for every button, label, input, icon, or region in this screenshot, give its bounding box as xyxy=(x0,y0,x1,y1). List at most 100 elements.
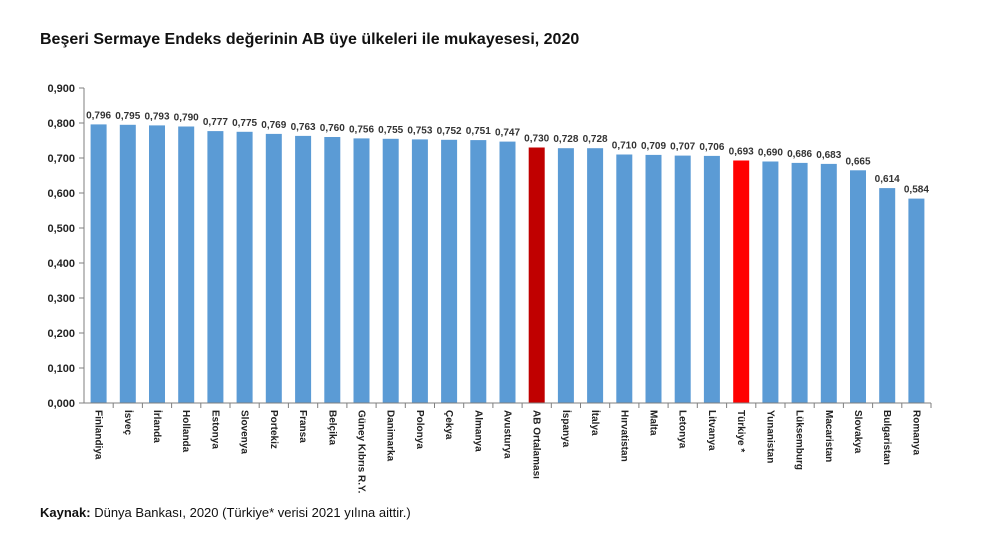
value-label: 0,793 xyxy=(144,111,169,122)
x-tick-label: Hırvatistan xyxy=(618,410,629,462)
value-label: 0,775 xyxy=(232,118,257,129)
source-note: Kaynak: Dünya Bankası, 2020 (Türkiye* ve… xyxy=(40,505,411,520)
x-tick-label: AB Ortalaması xyxy=(531,410,542,479)
bar xyxy=(178,126,195,403)
x-tick-label: Hollanda xyxy=(180,410,191,453)
y-axis: 0,000 0,100 0,200 0,300 0,400 0,500 0,600 0,700… xyxy=(47,83,85,410)
bar xyxy=(762,161,779,403)
y-tick-label: 0,700 xyxy=(47,153,75,165)
bar xyxy=(733,160,750,403)
value-label: 0,686 xyxy=(787,149,812,160)
value-label: 0,747 xyxy=(495,128,520,139)
x-tick-label: Malta xyxy=(648,410,659,436)
y-tick-label: 0,400 xyxy=(47,258,75,270)
x-tick-label: Lüksemburg xyxy=(794,410,805,470)
value-label: 0,693 xyxy=(729,147,754,158)
x-tick-label: Letonya xyxy=(677,410,688,449)
bar xyxy=(674,155,691,403)
x-axis: Finlandiya İsveç İrlanda Hollanda Estonya Slo… xyxy=(84,402,932,494)
x-tick-label: Güney Kıbrıs R.Y. xyxy=(356,410,367,494)
value-label: 0,751 xyxy=(466,126,491,137)
y-tick-label: 0,800 xyxy=(47,118,75,130)
x-tick-label: Türkiye * xyxy=(735,410,746,452)
x-tick-label: Finlandiya xyxy=(93,410,104,460)
bar xyxy=(850,170,866,404)
source-label: Kaynak: xyxy=(40,505,91,520)
bar xyxy=(470,140,487,403)
bar xyxy=(587,148,604,403)
bar xyxy=(820,163,837,403)
bar xyxy=(791,162,808,403)
x-tick-label: Avusturya xyxy=(502,410,513,459)
x-tick-label: İsveç xyxy=(122,410,135,435)
value-label: 0,777 xyxy=(203,117,228,128)
bar xyxy=(119,124,136,404)
y-tick-label: 0,500 xyxy=(47,223,75,235)
y-tick-label: 0,300 xyxy=(47,293,75,305)
bar xyxy=(90,124,107,404)
bar xyxy=(528,147,545,403)
value-label: 0,753 xyxy=(407,125,432,136)
value-label: 0,690 xyxy=(758,148,783,159)
value-label: 0,769 xyxy=(261,120,286,131)
x-tick-label: Litvanya xyxy=(706,410,717,451)
bar xyxy=(207,131,224,403)
bar xyxy=(236,131,253,404)
x-tick-label: Yunanistan xyxy=(764,410,775,463)
value-label: 0,796 xyxy=(86,110,111,121)
y-tick-label: 0,600 xyxy=(47,188,75,200)
y-tick-label: 0,000 xyxy=(47,398,75,410)
x-tick-label: İrlanda xyxy=(151,410,164,443)
bar xyxy=(645,154,662,403)
x-tick-label: Romanya xyxy=(910,410,921,455)
x-tick-label: Danimarka xyxy=(385,410,396,462)
value-label: 0,709 xyxy=(641,141,666,152)
x-tick-label: Fransa xyxy=(297,410,308,443)
value-label: 0,795 xyxy=(115,111,140,122)
y-tick-label: 0,100 xyxy=(47,363,75,375)
value-label: 0,706 xyxy=(699,142,724,153)
value-label: 0,665 xyxy=(845,156,870,167)
chart-title: Beşeri Sermaye Endeks değerinin AB üye ü… xyxy=(40,31,580,48)
x-tick-label: Almanya xyxy=(472,410,483,452)
bar xyxy=(879,188,896,403)
value-label: 0,728 xyxy=(553,134,578,145)
y-tick-label: 0,900 xyxy=(47,83,75,95)
value-label: 0,755 xyxy=(378,125,403,136)
value-label: 0,728 xyxy=(583,134,608,145)
bar xyxy=(353,138,370,403)
value-label: 0,763 xyxy=(291,122,316,133)
x-tick-label: Portekiz xyxy=(268,410,279,449)
x-tick-label: Slovenya xyxy=(239,410,250,454)
value-labels: 0,796 0,795 0,793 0,790 0,777 0,775 0,769 0,763… xyxy=(86,110,929,195)
value-label: 0,584 xyxy=(904,185,929,196)
bars xyxy=(90,124,925,404)
x-tick-label: Belçika xyxy=(326,410,337,445)
value-label: 0,752 xyxy=(437,126,462,137)
x-tick-label: Estonya xyxy=(209,410,220,449)
x-tick-label: İtalya xyxy=(589,410,602,436)
value-label: 0,760 xyxy=(320,123,345,134)
x-tick-label: Bulgaristan xyxy=(881,410,892,465)
x-tick-label: Polonya xyxy=(414,410,425,449)
value-label: 0,730 xyxy=(524,134,549,145)
bar xyxy=(411,139,428,403)
value-label: 0,683 xyxy=(816,150,841,161)
bar xyxy=(557,148,574,403)
bar xyxy=(616,154,633,403)
value-label: 0,756 xyxy=(349,124,374,135)
value-label: 0,614 xyxy=(875,174,900,185)
x-tick-label: Çekya xyxy=(443,410,454,440)
value-label: 0,710 xyxy=(612,141,637,152)
bar-chart: 0,000 0,100 0,200 0,300 0,400 0,500 0,600 0,700… xyxy=(47,83,932,494)
bar xyxy=(149,125,165,404)
x-tick-label: Slovakya xyxy=(852,410,863,454)
x-tick-label: İspanya xyxy=(560,410,573,448)
bar xyxy=(265,133,282,403)
value-label: 0,707 xyxy=(670,142,695,153)
y-tick-label: 0,200 xyxy=(47,328,75,340)
x-tick-label: Macaristan xyxy=(823,410,834,462)
source-text: Dünya Bankası, 2020 (Türkiye* verisi 202… xyxy=(94,505,411,520)
bar xyxy=(441,139,458,404)
bar xyxy=(499,141,516,403)
